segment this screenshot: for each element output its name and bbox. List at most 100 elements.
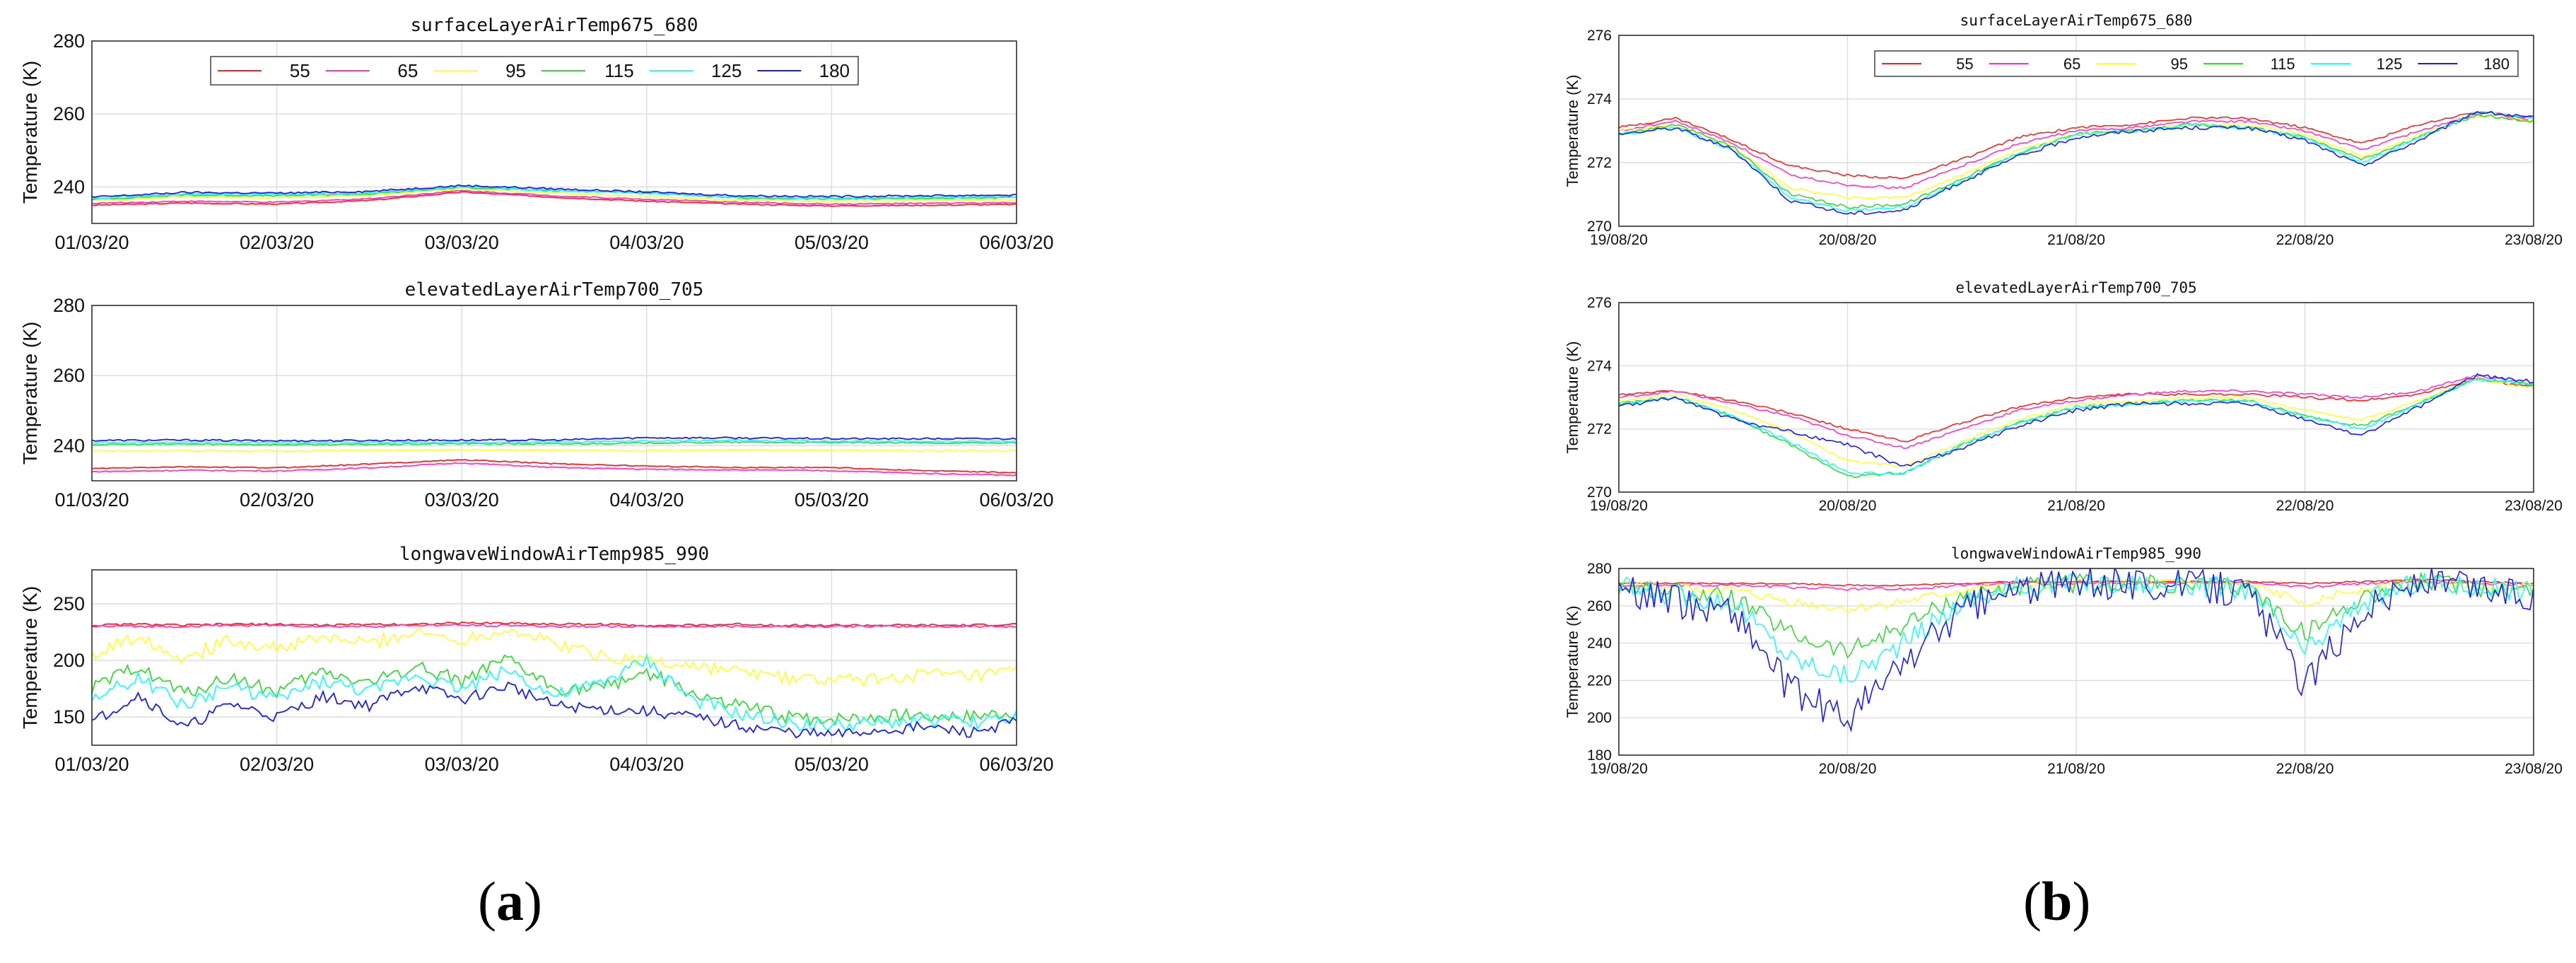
series-line-180 <box>92 681 1017 739</box>
y-tick-label: 220 <box>1587 672 1612 689</box>
legend: 55 65 95 115 125 180 <box>210 56 859 86</box>
series-line-125 <box>92 653 1017 732</box>
x-tick-label: 05/03/20 <box>795 232 869 253</box>
y-tick-label: 280 <box>1587 561 1612 577</box>
series-line-180 <box>1619 373 2534 467</box>
y-tick-label: 274 <box>1587 358 1612 374</box>
legend-label-55: 55 <box>1956 55 1973 73</box>
y-axis-label: Temperature (K) <box>19 586 41 729</box>
y-tick-label: 240 <box>1587 636 1612 652</box>
series-line-125 <box>1619 110 2534 212</box>
series-line-55 <box>1619 111 2534 180</box>
x-tick-label: 19/08/20 <box>1590 232 1648 248</box>
legend-label-115: 115 <box>2271 55 2295 73</box>
series-line-65 <box>1619 374 2534 450</box>
legend-label-95: 95 <box>505 60 526 81</box>
chart-title: longwaveWindowAirTemp985_990 <box>1951 545 2201 562</box>
y-tick-label: 260 <box>53 365 85 386</box>
y-tick-label: 280 <box>53 30 85 52</box>
axes-frame <box>1618 35 2534 227</box>
series-line-55 <box>92 459 1017 474</box>
y-tick-label: 150 <box>53 706 85 728</box>
panel-label-a: (a) <box>478 870 542 932</box>
series-line-55 <box>92 191 1017 207</box>
series-line-55 <box>1619 377 2534 443</box>
x-tick-label: 21/08/20 <box>2047 498 2105 514</box>
y-tick-label: 200 <box>1587 710 1612 726</box>
series-group <box>1619 110 2534 216</box>
series-group <box>1619 373 2534 479</box>
x-tick-label: 20/08/20 <box>1819 761 1877 777</box>
x-tick-label: 21/08/20 <box>2047 761 2105 777</box>
y-axis-label: Temperature (K) <box>1564 75 1581 187</box>
axes-frame <box>91 569 1017 746</box>
plot-area <box>92 305 1017 481</box>
series-line-115 <box>92 186 1017 201</box>
series-line-180 <box>92 436 1017 443</box>
legend-label-180: 180 <box>819 60 850 81</box>
axes-frame <box>1618 302 2534 493</box>
axes-frame <box>1618 568 2534 756</box>
chart-panel-a-1: surfaceLayerAirTemp675_680 01/03/20 02/03/… <box>19 15 1054 253</box>
series-line-95 <box>92 187 1017 203</box>
y-tick-label: 280 <box>53 295 85 316</box>
axes-frame <box>91 305 1017 482</box>
y-tick-label: 272 <box>1587 155 1612 171</box>
y-tick-label: 240 <box>53 435 85 456</box>
legend-label-65: 65 <box>397 60 418 81</box>
panel-label-b: (b) <box>2023 870 2091 932</box>
series-line-65 <box>92 189 1017 206</box>
x-tick-label: 19/08/20 <box>1590 498 1648 514</box>
series-line-180 <box>1619 110 2534 216</box>
series-group <box>92 436 1017 477</box>
y-tick-label: 260 <box>1587 598 1612 614</box>
x-tick-label: 23/08/20 <box>2505 498 2563 514</box>
x-tick-label: 04/03/20 <box>609 232 684 253</box>
x-tick-label: 04/03/20 <box>609 489 684 510</box>
legend-label-180: 180 <box>2483 55 2510 73</box>
series-line-65 <box>1619 113 2534 189</box>
series-group <box>1619 568 2534 733</box>
series-group <box>92 184 1017 207</box>
series-line-125 <box>92 439 1017 444</box>
x-tick-label: 23/08/20 <box>2505 761 2563 777</box>
series-line-180 <box>92 184 1017 198</box>
x-tick-label: 20/08/20 <box>1819 498 1877 514</box>
y-tick-label: 270 <box>1587 218 1612 235</box>
y-axis-label: Temperature (K) <box>1564 342 1581 454</box>
x-tick-label: 22/08/20 <box>2276 498 2334 514</box>
x-tick-label: 06/03/20 <box>979 489 1053 510</box>
plot-area <box>92 570 1017 745</box>
y-tick-label: 272 <box>1587 421 1612 438</box>
legend-label-125: 125 <box>2377 55 2403 73</box>
chart-panel-a-3: longwaveWindowAirTemp985_990 01/03/20 02/0… <box>19 544 1054 775</box>
x-tick-label: 02/03/20 <box>240 232 314 253</box>
legend-label-125: 125 <box>711 60 742 81</box>
x-tick-label: 02/03/20 <box>240 489 314 510</box>
legend-label-95: 95 <box>2171 55 2188 73</box>
chart-title: elevatedLayerAirTemp700_705 <box>405 279 704 300</box>
series-line-125 <box>1619 377 2534 476</box>
y-axis-label: Temperature (K) <box>19 322 41 465</box>
series-line-65 <box>1619 579 2534 591</box>
y-tick-label: 276 <box>1587 28 1612 44</box>
series-line-65 <box>92 623 1017 629</box>
series-line-95 <box>92 448 1017 453</box>
y-tick-label: 240 <box>53 176 85 197</box>
x-tick-label: 01/03/20 <box>54 754 129 775</box>
series-line-65 <box>92 462 1017 477</box>
y-axis-label: Temperature (K) <box>19 61 41 204</box>
y-tick-label: 274 <box>1587 91 1612 107</box>
legend-box <box>1874 50 2519 77</box>
x-tick-label: 03/03/20 <box>425 754 499 775</box>
chart-title: surfaceLayerAirTemp675_680 <box>411 15 698 36</box>
legend-label-65: 65 <box>2063 55 2080 73</box>
legend-label-55: 55 <box>290 60 310 81</box>
x-tick-label: 23/08/20 <box>2505 232 2563 248</box>
x-tick-label: 02/03/20 <box>240 754 314 775</box>
x-tick-label: 05/03/20 <box>795 754 869 775</box>
x-tick-label: 06/03/20 <box>979 754 1053 775</box>
x-tick-label: 01/03/20 <box>54 232 129 253</box>
y-tick-label: 250 <box>53 593 85 614</box>
